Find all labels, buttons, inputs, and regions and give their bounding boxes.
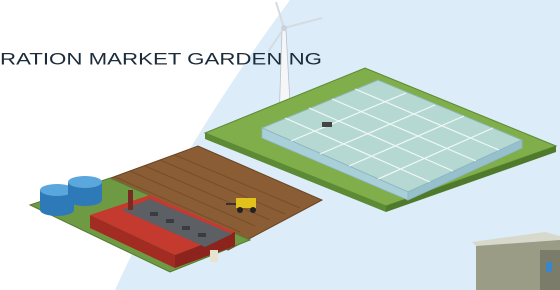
title: RATION MARKET GARDENING [0, 49, 322, 68]
shed [472, 232, 560, 290]
illustration: RATION MARKET GARDENING [0, 0, 560, 290]
page: RATION MARKET GARDENING [0, 0, 560, 290]
